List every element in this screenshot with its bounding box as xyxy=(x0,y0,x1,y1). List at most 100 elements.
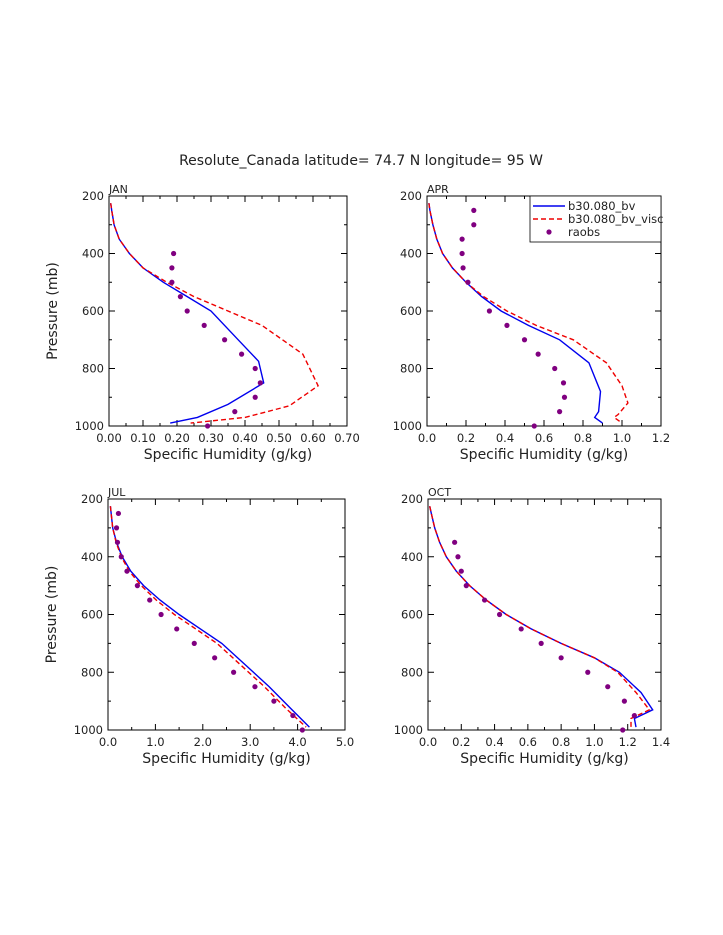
x-tick-label: 0.2 xyxy=(452,735,470,749)
x-tick-label: 0.6 xyxy=(535,431,553,445)
x-tick-label: 0.60 xyxy=(300,431,326,445)
raobs-point xyxy=(471,207,477,213)
chart-panel-apr: APR 0.0 0.2 0.4 0.6 0.8 1.0 1.2 200 400 600 800 1000… xyxy=(393,183,670,463)
raobs-point xyxy=(557,409,563,415)
x-tick-label: 1.2 xyxy=(619,735,637,749)
x-tick-label: 4.0 xyxy=(288,735,306,749)
raobs-point xyxy=(561,394,568,400)
panel-title: JAN xyxy=(108,183,128,196)
series-b30-080-bv-visc-line xyxy=(428,203,629,424)
series-b30-080-bv-visc-line xyxy=(429,506,651,728)
raobs-point xyxy=(531,423,537,429)
raobs-point xyxy=(486,308,492,314)
raobs-point xyxy=(212,655,218,661)
legend-label: b30.080_bv_visc xyxy=(568,212,663,226)
raobs-point xyxy=(452,539,458,545)
raobs-point xyxy=(158,611,164,618)
raobs-point xyxy=(231,669,237,675)
x-tick-label: 0.0 xyxy=(419,735,437,749)
panel-title: APR xyxy=(427,183,449,196)
raobs-point xyxy=(118,554,124,560)
x-tick-label: 5.0 xyxy=(336,735,354,749)
raobs-point xyxy=(174,626,180,632)
legend-label: b30.080_bv xyxy=(568,199,636,213)
y-axis-label: Pressure (mb) xyxy=(45,262,61,360)
raobs-point xyxy=(631,712,637,719)
y-tick-label: 800 xyxy=(401,665,423,679)
raobs-point xyxy=(257,380,263,386)
raobs-point xyxy=(169,279,175,285)
y-tick-label: 600 xyxy=(400,304,422,318)
x-tick-label: 0.0 xyxy=(418,431,436,445)
x-tick-label: 0.30 xyxy=(198,431,224,445)
x-tick-label: 0.8 xyxy=(574,431,592,445)
y-tick-label: 400 xyxy=(401,550,423,564)
x-axis-label: Specific Humidity (g/kg) xyxy=(144,447,312,463)
x-tick-label: 0.0 xyxy=(99,735,117,749)
raobs-point xyxy=(239,351,245,357)
x-tick-label: 1.0 xyxy=(585,735,603,749)
raobs-point xyxy=(481,597,488,603)
raobs-point xyxy=(535,351,541,357)
x-tick-label: 2.0 xyxy=(194,735,212,749)
raobs-point xyxy=(290,712,296,719)
chart-panel-oct: OCT 0.0 0.2 0.4 0.6 0.8 1.0 1.2 1.4 200 400 600 800 1… xyxy=(394,486,670,767)
raobs-point xyxy=(459,250,465,257)
x-tick-label: 1.4 xyxy=(652,735,670,749)
raobs-point xyxy=(147,597,153,603)
y-tick-label: 200 xyxy=(81,492,103,506)
series-b30-080-bv-visc-line xyxy=(109,506,307,728)
series-b30-080-bv-line xyxy=(109,506,310,728)
raobs-point xyxy=(271,698,277,704)
y-tick-label: 400 xyxy=(400,247,422,261)
y-tick-label: 400 xyxy=(81,550,103,564)
y-tick-label: 800 xyxy=(400,362,422,376)
y-axis-label: Pressure (mb) xyxy=(44,566,60,664)
y-tick-label: 1000 xyxy=(74,723,103,737)
y-tick-label: 200 xyxy=(401,492,423,506)
x-tick-label: 0.2 xyxy=(457,431,475,445)
raobs-point xyxy=(538,640,544,646)
x-tick-label: 0.40 xyxy=(232,431,258,445)
raobs-point xyxy=(558,655,564,661)
raobs-point xyxy=(521,337,528,343)
series-b30-080-bv-line xyxy=(429,506,654,728)
raobs-point xyxy=(463,583,469,589)
raobs-point xyxy=(465,279,471,285)
legend-marker-raobs xyxy=(546,229,552,235)
raobs-point xyxy=(459,236,465,242)
raobs-point xyxy=(585,669,591,675)
x-tick-label: 0.10 xyxy=(130,431,156,445)
raobs-point xyxy=(504,322,510,328)
raobs-point xyxy=(460,265,466,271)
y-tick-label: 400 xyxy=(82,247,104,261)
raobs-point xyxy=(113,525,120,531)
x-tick-label: 1.0 xyxy=(613,431,631,445)
panel-title: OCT xyxy=(428,486,451,499)
x-tick-label: 0.4 xyxy=(496,431,514,445)
chart-panel-jul: JUL 0.0 1.0 2.0 3.0 4.0 5.0 200 400 600 800 1000 Spe… xyxy=(44,486,354,767)
series-b30-080-bv-line xyxy=(428,203,603,424)
y-tick-label: 800 xyxy=(82,362,104,376)
raobs-point xyxy=(222,337,228,343)
raobs-point xyxy=(201,322,207,328)
x-axis-label: Specific Humidity (g/kg) xyxy=(460,447,628,463)
raobs-point xyxy=(115,510,122,517)
x-tick-label: 0.50 xyxy=(266,431,292,445)
y-tick-label: 800 xyxy=(81,665,103,679)
raobs-point xyxy=(191,640,197,646)
raobs-point xyxy=(299,727,305,733)
plot-frame xyxy=(427,498,662,731)
x-tick-label: 0.6 xyxy=(519,735,537,749)
raobs-point xyxy=(560,380,567,386)
x-tick-label: 0.00 xyxy=(96,431,122,445)
raobs-point xyxy=(620,727,626,733)
y-tick-label: 1000 xyxy=(394,723,423,737)
series-b30-080-bv-visc-line xyxy=(110,203,319,424)
y-tick-label: 200 xyxy=(400,189,422,203)
raobs-point xyxy=(232,409,238,415)
y-tick-label: 200 xyxy=(82,189,104,203)
raobs-point xyxy=(552,365,558,372)
raobs-point xyxy=(471,222,477,228)
figure-title: Resolute_Canada latitude= 74.7 N longitu… xyxy=(179,153,543,169)
